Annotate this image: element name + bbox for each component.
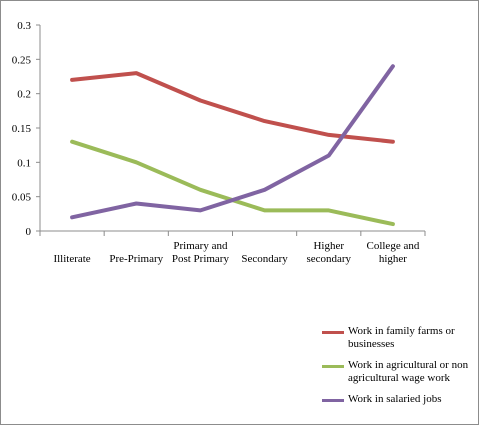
series-line-1 bbox=[70, 139, 395, 227]
y-tick-label: 0.3 bbox=[17, 20, 31, 32]
x-tick-label: Secondary bbox=[241, 253, 288, 265]
y-tick-label: 0.05 bbox=[12, 192, 32, 204]
x-tick-labels: Illiterate Pre-Primary Primary and Post Pri… bbox=[53, 240, 419, 265]
chart-axes bbox=[36, 24, 426, 236]
series-line-2 bbox=[70, 64, 395, 220]
y-tick-labels: 0 0.05 0.1 0.15 0.2 0.25 0.3 bbox=[12, 20, 32, 238]
y-tick-label: 0 bbox=[26, 226, 32, 238]
legend-swatch-wage-work bbox=[322, 365, 344, 368]
legend-swatch-family-farms bbox=[322, 331, 344, 334]
y-tick-label: 0.25 bbox=[12, 54, 32, 66]
legend-swatch-salaried bbox=[322, 399, 344, 402]
x-tick-label: College and higher bbox=[366, 240, 419, 265]
legend-item-family-farms: Work in family farms or businesses bbox=[322, 325, 472, 351]
y-tick-label: 0.1 bbox=[17, 157, 31, 169]
legend-label-salaried: Work in salaried jobs bbox=[348, 393, 442, 405]
series-line-0 bbox=[70, 71, 395, 144]
y-tick-label: 0.15 bbox=[12, 123, 32, 135]
legend-item-salaried: Work in salaried jobs bbox=[322, 393, 472, 406]
legend-label-family-farms: Work in family farms or businesses bbox=[348, 325, 455, 350]
x-tick-label: Illiterate bbox=[53, 253, 90, 265]
x-tick-label: Primary and Post Primary bbox=[172, 240, 230, 265]
x-tick-label: Pre-Primary bbox=[109, 253, 163, 265]
y-tick-label: 0.2 bbox=[17, 89, 31, 101]
series-lines bbox=[70, 64, 395, 227]
legend: Work in family farms or businesses Work … bbox=[322, 325, 472, 414]
legend-label-wage-work: Work in agricultural or non agricultural… bbox=[348, 359, 469, 384]
x-tick-label: Higher secondary bbox=[306, 240, 351, 265]
legend-item-wage-work: Work in agricultural or non agricultural… bbox=[322, 359, 472, 385]
